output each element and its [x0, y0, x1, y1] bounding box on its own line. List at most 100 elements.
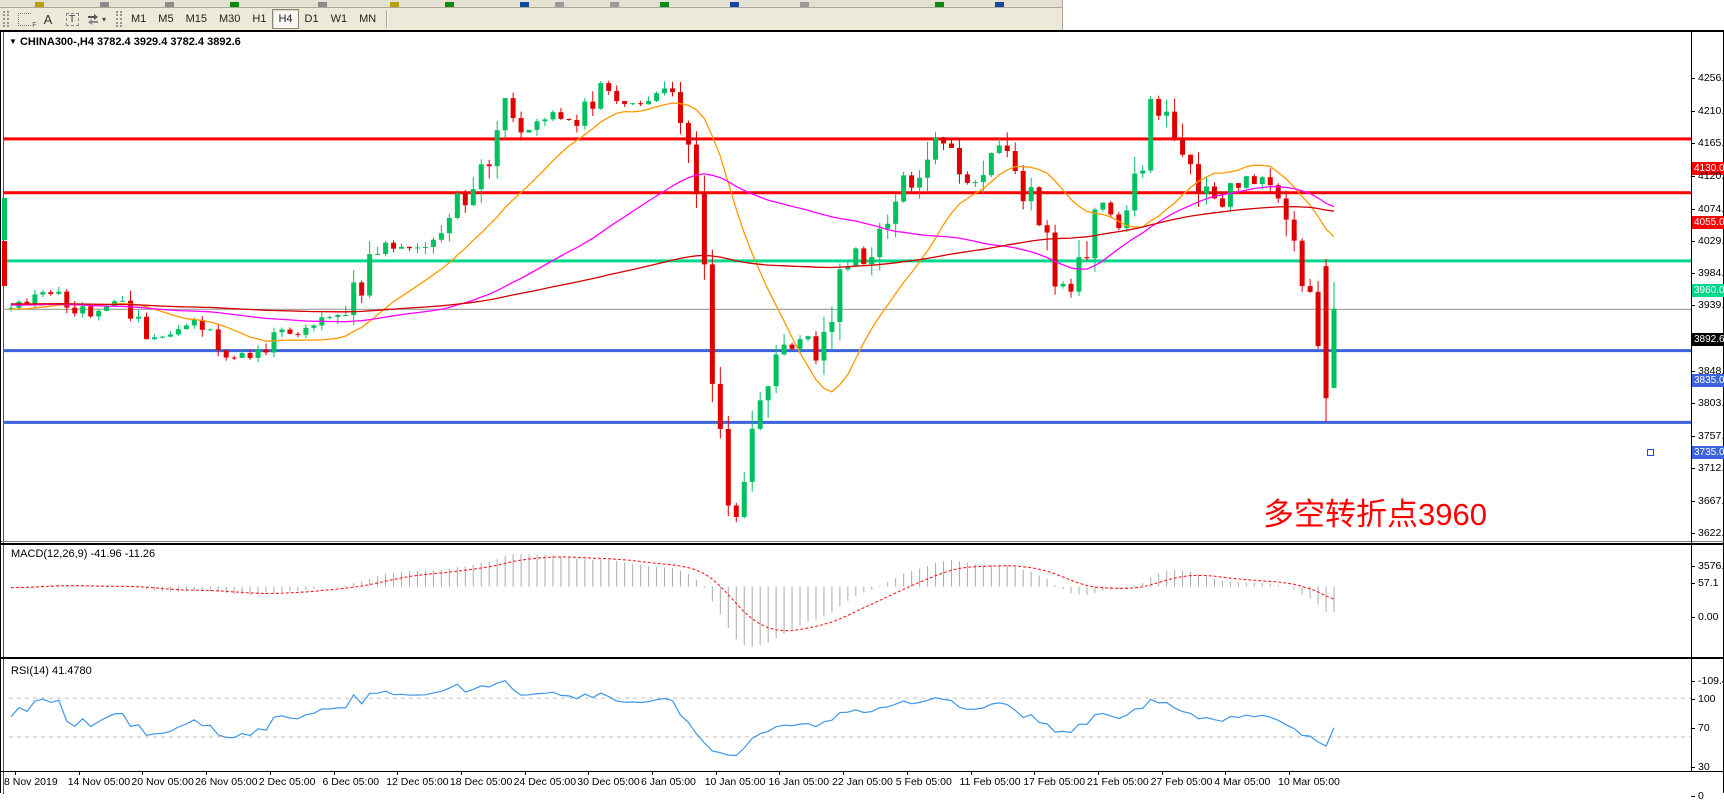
pane-splitter[interactable]	[1, 657, 1724, 659]
candle-body[interactable]	[175, 329, 181, 335]
candle-body[interactable]	[1188, 154, 1194, 165]
toolbar-grip[interactable]	[116, 11, 122, 27]
chevron-down-icon[interactable]: ▾	[101, 14, 106, 24]
candle-body[interactable]	[574, 119, 580, 126]
candle-body[interactable]	[1204, 186, 1209, 194]
candle-body[interactable]	[1028, 187, 1034, 202]
text-box-tool-icon[interactable]: T	[60, 9, 84, 29]
candle-body[interactable]	[255, 349, 261, 358]
candle-body[interactable]	[446, 217, 452, 234]
candle-body[interactable]	[1172, 111, 1178, 138]
candle-body[interactable]	[24, 301, 30, 304]
macd-signal-line[interactable]	[10, 556, 1335, 632]
candle-body[interactable]	[1331, 308, 1337, 388]
candle-body[interactable]	[430, 239, 436, 247]
candle-body[interactable]	[725, 428, 731, 506]
candle-body[interactable]	[72, 307, 78, 314]
candle-body[interactable]	[622, 101, 628, 104]
candle-body[interactable]	[980, 175, 986, 183]
template-f-tool-icon[interactable]	[12, 9, 37, 29]
collapse-triangle-icon[interactable]: ▼	[9, 37, 17, 46]
pane-splitter[interactable]	[1, 543, 1724, 545]
candle-body[interactable]	[606, 83, 612, 91]
candle-body[interactable]	[159, 336, 165, 338]
candle-body[interactable]	[709, 264, 715, 384]
candle-body[interactable]	[279, 329, 285, 333]
candle-body[interactable]	[630, 103, 636, 105]
candle-body[interactable]	[805, 336, 811, 340]
candle-body[interactable]	[1100, 202, 1106, 210]
candle-body[interactable]	[343, 315, 349, 317]
candle-body[interactable]	[311, 325, 317, 328]
candle-body[interactable]	[917, 177, 923, 188]
candle-body[interactable]	[247, 352, 253, 358]
candle-body[interactable]	[542, 119, 548, 122]
candle-body[interactable]	[757, 400, 763, 429]
candle-body[interactable]	[972, 182, 978, 184]
candle-body[interactable]	[909, 175, 915, 188]
candle-body[interactable]	[1092, 209, 1098, 259]
candle-body[interactable]	[797, 339, 803, 349]
candle-body[interactable]	[701, 194, 707, 265]
candle-body[interactable]	[749, 428, 755, 482]
candle-body[interactable]	[1156, 99, 1162, 116]
candle-body[interactable]	[215, 329, 221, 351]
candle-body[interactable]	[1060, 283, 1066, 287]
candle-body[interactable]	[494, 130, 500, 167]
candle-body[interactable]	[207, 329, 213, 331]
candle-body[interactable]	[223, 350, 229, 358]
text-label-tool-icon[interactable]: A	[43, 11, 53, 27]
candle-body[interactable]	[407, 246, 412, 249]
candle-body[interactable]	[1323, 266, 1329, 399]
objects-arrows-icon[interactable]: ▾	[84, 9, 108, 29]
candle-body[interactable]	[901, 175, 907, 202]
candle-body[interactable]	[781, 344, 787, 355]
candle-body[interactable]	[1084, 257, 1090, 259]
candle-body[interactable]	[550, 112, 556, 120]
candle-body[interactable]	[1012, 151, 1018, 171]
candle-body[interactable]	[151, 337, 157, 340]
candle-body[interactable]	[1140, 170, 1146, 174]
candle-body[interactable]	[1044, 225, 1050, 233]
candle-body[interactable]	[1132, 173, 1138, 211]
candle-body[interactable]	[56, 291, 62, 294]
candle-body[interactable]	[136, 316, 142, 319]
timeframe-button-w1[interactable]: W1	[330, 13, 348, 25]
candle-body[interactable]	[231, 357, 237, 359]
candle-body[interactable]	[1219, 198, 1225, 207]
ma-slow-line[interactable]	[11, 205, 1335, 313]
candle-body[interactable]	[104, 305, 110, 311]
candle-body[interactable]	[183, 325, 189, 330]
candle-body[interactable]	[526, 129, 532, 133]
candle-body[interactable]	[940, 137, 946, 144]
candle-body[interactable]	[40, 292, 46, 295]
candle-body[interactable]	[48, 292, 54, 294]
candle-body[interactable]	[741, 481, 747, 517]
candle-body[interactable]	[845, 266, 851, 270]
candle-body[interactable]	[677, 92, 683, 123]
candle-body[interactable]	[1211, 186, 1217, 199]
candle-body[interactable]	[1315, 291, 1321, 347]
candle-body[interactable]	[685, 122, 691, 145]
candle-body[interactable]	[359, 282, 365, 296]
candle-body[interactable]	[199, 319, 205, 330]
candle-body[interactable]	[351, 282, 357, 316]
candle-body[interactable]	[877, 228, 883, 258]
toolbar-grip[interactable]	[3, 11, 9, 27]
candle-body[interactable]	[462, 193, 468, 206]
chart-canvas[interactable]	[1, 31, 1724, 794]
candle-body[interactable]	[829, 321, 835, 332]
candle-body[interactable]	[1251, 176, 1257, 184]
candle-body[interactable]	[454, 193, 460, 218]
candle-body[interactable]	[1020, 170, 1026, 202]
candle-body[interactable]	[1243, 176, 1249, 188]
candle-body[interactable]	[88, 306, 94, 317]
timeframe-button-m5[interactable]: M5	[158, 13, 174, 25]
candle-body[interactable]	[271, 332, 277, 353]
horizontal-level-line[interactable]	[3, 259, 1691, 263]
candle-body[interactable]	[96, 310, 102, 317]
candle-body[interactable]	[287, 329, 293, 334]
candle-body[interactable]	[988, 153, 994, 176]
candle-body[interactable]	[933, 137, 939, 160]
timeframe-button-m15[interactable]: M15	[185, 13, 207, 25]
